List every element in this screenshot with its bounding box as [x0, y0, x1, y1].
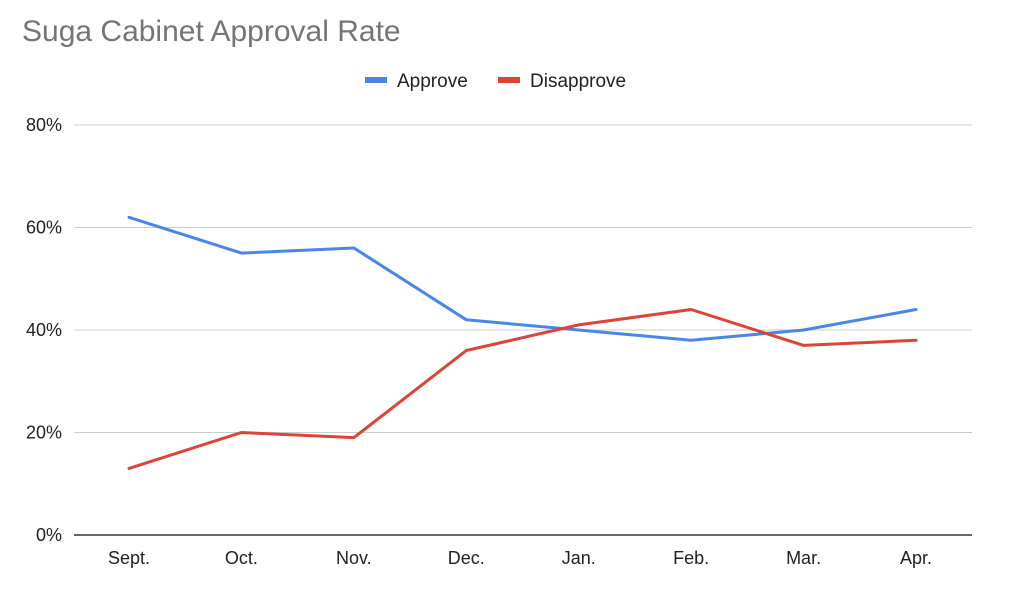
y-axis-ticks: 0% 20% 40% 60% 80%	[26, 115, 62, 545]
x-tick-label: Nov.	[336, 548, 372, 568]
gridlines	[74, 124, 972, 433]
x-tick-label: Apr.	[900, 548, 932, 568]
y-tick-label: 40%	[26, 320, 62, 340]
legend-swatch-approve	[365, 77, 387, 83]
x-axis-ticks: Sept. Oct. Nov. Dec. Jan. Feb. Mar. Apr.	[108, 548, 932, 568]
series-line-approve	[127, 215, 918, 342]
legend-label-disapprove: Disapprove	[530, 71, 626, 92]
legend-label-approve: Approve	[397, 71, 468, 92]
y-tick-label: 0%	[36, 525, 62, 545]
x-tick-label: Sept.	[108, 548, 150, 568]
x-tick-label: Jan.	[562, 548, 596, 568]
x-tick-label: Dec.	[448, 548, 485, 568]
legend-swatch-disapprove	[498, 77, 520, 83]
series-lines	[127, 215, 918, 470]
y-tick-label: 60%	[26, 218, 62, 238]
y-tick-label: 20%	[26, 423, 62, 443]
x-tick-label: Feb.	[673, 548, 709, 568]
x-tick-label: Mar.	[786, 548, 821, 568]
x-tick-label: Oct.	[225, 548, 258, 568]
chart-title: Suga Cabinet Approval Rate	[22, 15, 401, 48]
y-tick-label: 80%	[26, 115, 62, 135]
legend: Approve Disapprove	[365, 71, 626, 92]
series-line-disapprove	[127, 308, 918, 470]
